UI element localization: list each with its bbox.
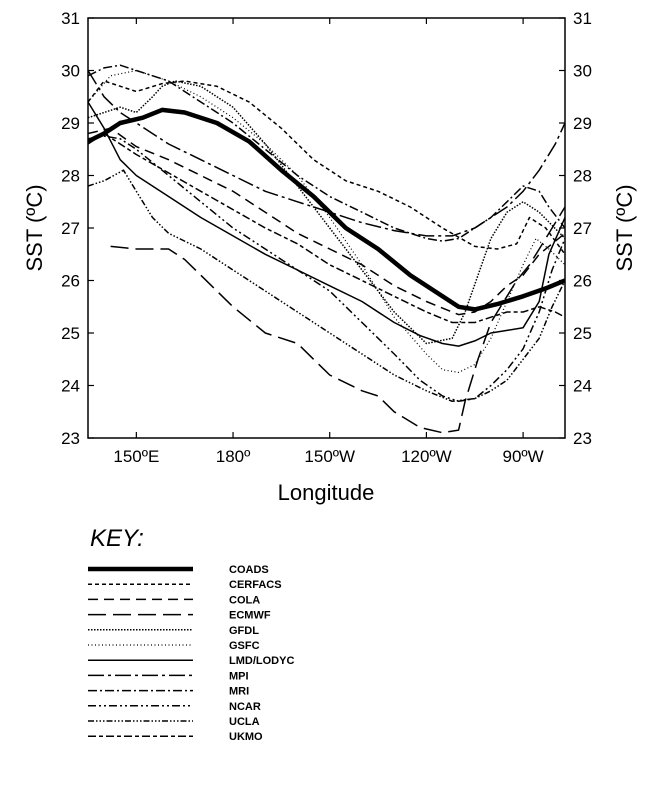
- series-line-ucla: [88, 169, 565, 403]
- legend-label-mpi: MPI: [229, 670, 249, 682]
- legend-label-gsfc: GSFC: [229, 640, 260, 652]
- series-line-mpi: [88, 70, 565, 237]
- legend-label-gfdl: GFDL: [229, 625, 259, 637]
- y-tick-label-right: 28: [573, 167, 592, 186]
- y-tick-label-right: 23: [573, 429, 592, 448]
- x-tick-label: 180º: [216, 447, 251, 466]
- legend-label-mri: MRI: [229, 686, 249, 698]
- y-tick-label-left: 31: [61, 9, 80, 28]
- series-line-ncar: [88, 135, 565, 403]
- legend-label-ecmwf: ECMWF: [229, 610, 271, 622]
- y-tick-label-left: 29: [61, 114, 80, 133]
- y-tick-label-right: 30: [573, 62, 592, 81]
- x-tick-label: 150ºW: [304, 447, 355, 466]
- y-tick-label-right: 31: [573, 9, 592, 28]
- y-tick-label-right: 27: [573, 219, 592, 238]
- x-axis-title: Longitude: [278, 480, 375, 505]
- legend-label-coads: COADS: [229, 564, 269, 576]
- legend-label-ucla: UCLA: [229, 716, 260, 728]
- y-tick-label-right: 24: [573, 377, 592, 396]
- x-tick-label: 150ºE: [113, 447, 159, 466]
- series-line-mri: [88, 64, 565, 242]
- y-axis: 23 23 24 24 25 25 26 26 27 27 28 28 29 29 30 30 31 31: [61, 9, 592, 448]
- y-tick-label-right: 29: [573, 114, 592, 133]
- y-tick-label-left: 30: [61, 62, 80, 81]
- x-tick-label: 90ºW: [503, 447, 544, 466]
- y-tick-label-left: 24: [61, 377, 80, 396]
- x-tick-label: 120ºW: [401, 447, 452, 466]
- y-tick-label-left: 28: [61, 167, 80, 186]
- y-tick-label-left: 25: [61, 324, 80, 343]
- series-line-cerfacs: [88, 80, 565, 255]
- y-tick-label-left: 23: [61, 429, 80, 448]
- y-tick-label-left: 26: [61, 272, 80, 291]
- plot-frame: [87, 17, 566, 439]
- y-tick-label-right: 26: [573, 272, 592, 291]
- legend: COADS CERFACS COLA ECMWF GFDL GSFC LMD/LODYC MP…: [88, 564, 294, 743]
- series-lines: [88, 64, 565, 434]
- series-line-gfdl: [88, 80, 565, 345]
- legend-label-ncar: NCAR: [229, 701, 261, 713]
- x-axis: 150ºE 180º 150ºW 120ºW 90ºW: [113, 18, 544, 466]
- series-line-lmd-lodyc: [88, 101, 565, 347]
- series-line-cola: [88, 127, 565, 316]
- y-axis-title-right: SST (ºC): [612, 184, 637, 271]
- y-tick-label-right: 25: [573, 324, 592, 343]
- legend-label-cola: COLA: [229, 594, 260, 606]
- legend-title: KEY:: [90, 525, 144, 552]
- legend-label-lmd-lodyc: LMD/LODYC: [229, 655, 294, 667]
- series-line-coads: [88, 107, 565, 312]
- y-axis-title-left: SST (ºC): [22, 184, 47, 271]
- series-line-ecmwf: [110, 206, 565, 434]
- series-line-ukmo: [88, 132, 565, 324]
- legend-label-ukmo: UKMO: [229, 731, 263, 743]
- legend-label-cerfacs: CERFACS: [229, 579, 282, 591]
- series-line-gsfc: [88, 69, 565, 373]
- y-tick-label-left: 27: [61, 219, 80, 238]
